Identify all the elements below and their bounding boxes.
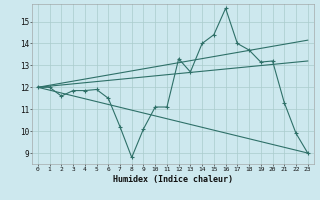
X-axis label: Humidex (Indice chaleur): Humidex (Indice chaleur) (113, 175, 233, 184)
